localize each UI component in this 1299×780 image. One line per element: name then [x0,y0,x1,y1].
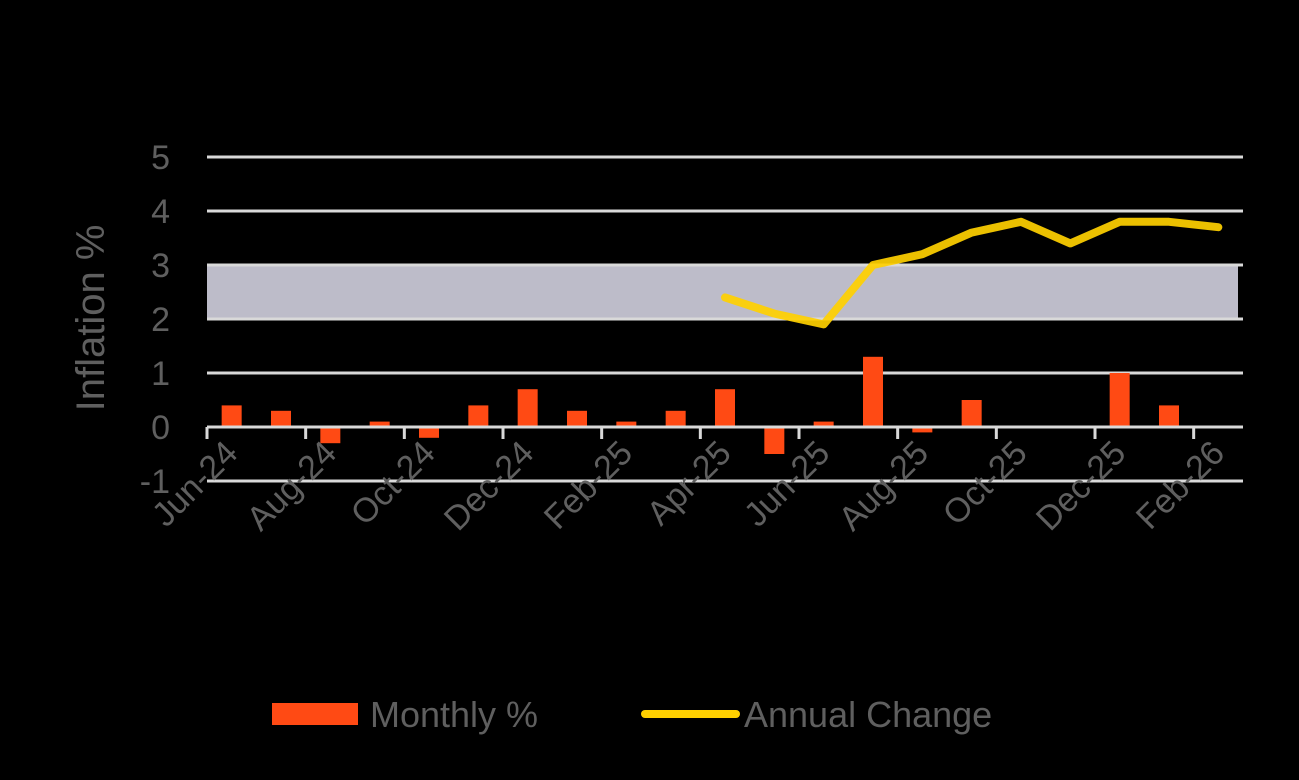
bar-Nov-24 [468,405,489,427]
bar-Jul-25 [863,356,883,427]
x-tick-label: Jun-25 [737,434,837,534]
x-tick-label: Apr-25 [640,434,739,533]
target-band-rect [207,265,1238,319]
bar-Apr-25 [715,389,735,427]
bar-Jun-24 [221,405,242,427]
x-tick-label: Dec-24 [437,434,541,538]
y-axis-ticks: -1 0 1 2 3 4 5 [140,139,170,501]
y-tick-label: 2 [151,301,170,339]
bar-Jan-26 [1159,405,1179,427]
bar-Aug-25 [912,427,933,433]
bar-Sep-24 [369,421,390,427]
y-tick-label: 1 [151,355,170,393]
bar-May-25 [764,427,785,454]
y-tick-label: 4 [151,193,170,231]
bar-Feb-25 [616,421,637,427]
bar-Jul-24 [271,410,291,427]
x-tick-label: Oct-24 [344,434,443,533]
y-tick-label: 3 [151,247,170,285]
bar-Mar-25 [665,410,686,427]
bar-Dec-25 [1109,373,1130,427]
y-tick-label: -1 [140,463,170,501]
bar-Sep-25 [961,400,982,427]
legend-label-annual: Annual Change [744,694,992,735]
y-axis-title: Inflation % [69,225,113,412]
y-tick-label: 0 [151,409,170,447]
legend-label-monthly: Monthly % [370,694,538,735]
gridlines [207,155,1243,483]
bar-Jun-25 [813,421,834,427]
y-tick-label: 5 [151,139,170,177]
annual-change-line [721,217,1223,329]
x-tick-label: Feb-26 [1129,434,1232,537]
target-band [207,265,1238,319]
bar-Dec-24 [517,389,538,427]
x-tick-label: Aug-24 [240,434,344,538]
bar-Jan-25 [567,410,587,427]
annual-change-polyline [721,217,1223,329]
bar-Oct-24 [419,427,439,438]
monthly-bars [221,356,1179,454]
x-axis [205,425,1243,439]
x-tick-label: Oct-25 [936,434,1035,533]
x-tick-label: Aug-25 [832,434,936,538]
legend-swatch-monthly [272,703,358,725]
bar-Aug-24 [320,427,341,444]
x-tick-label: Dec-25 [1029,434,1133,538]
legend: Monthly % Annual Change [272,694,992,735]
x-tick-label: Feb-25 [537,434,640,537]
